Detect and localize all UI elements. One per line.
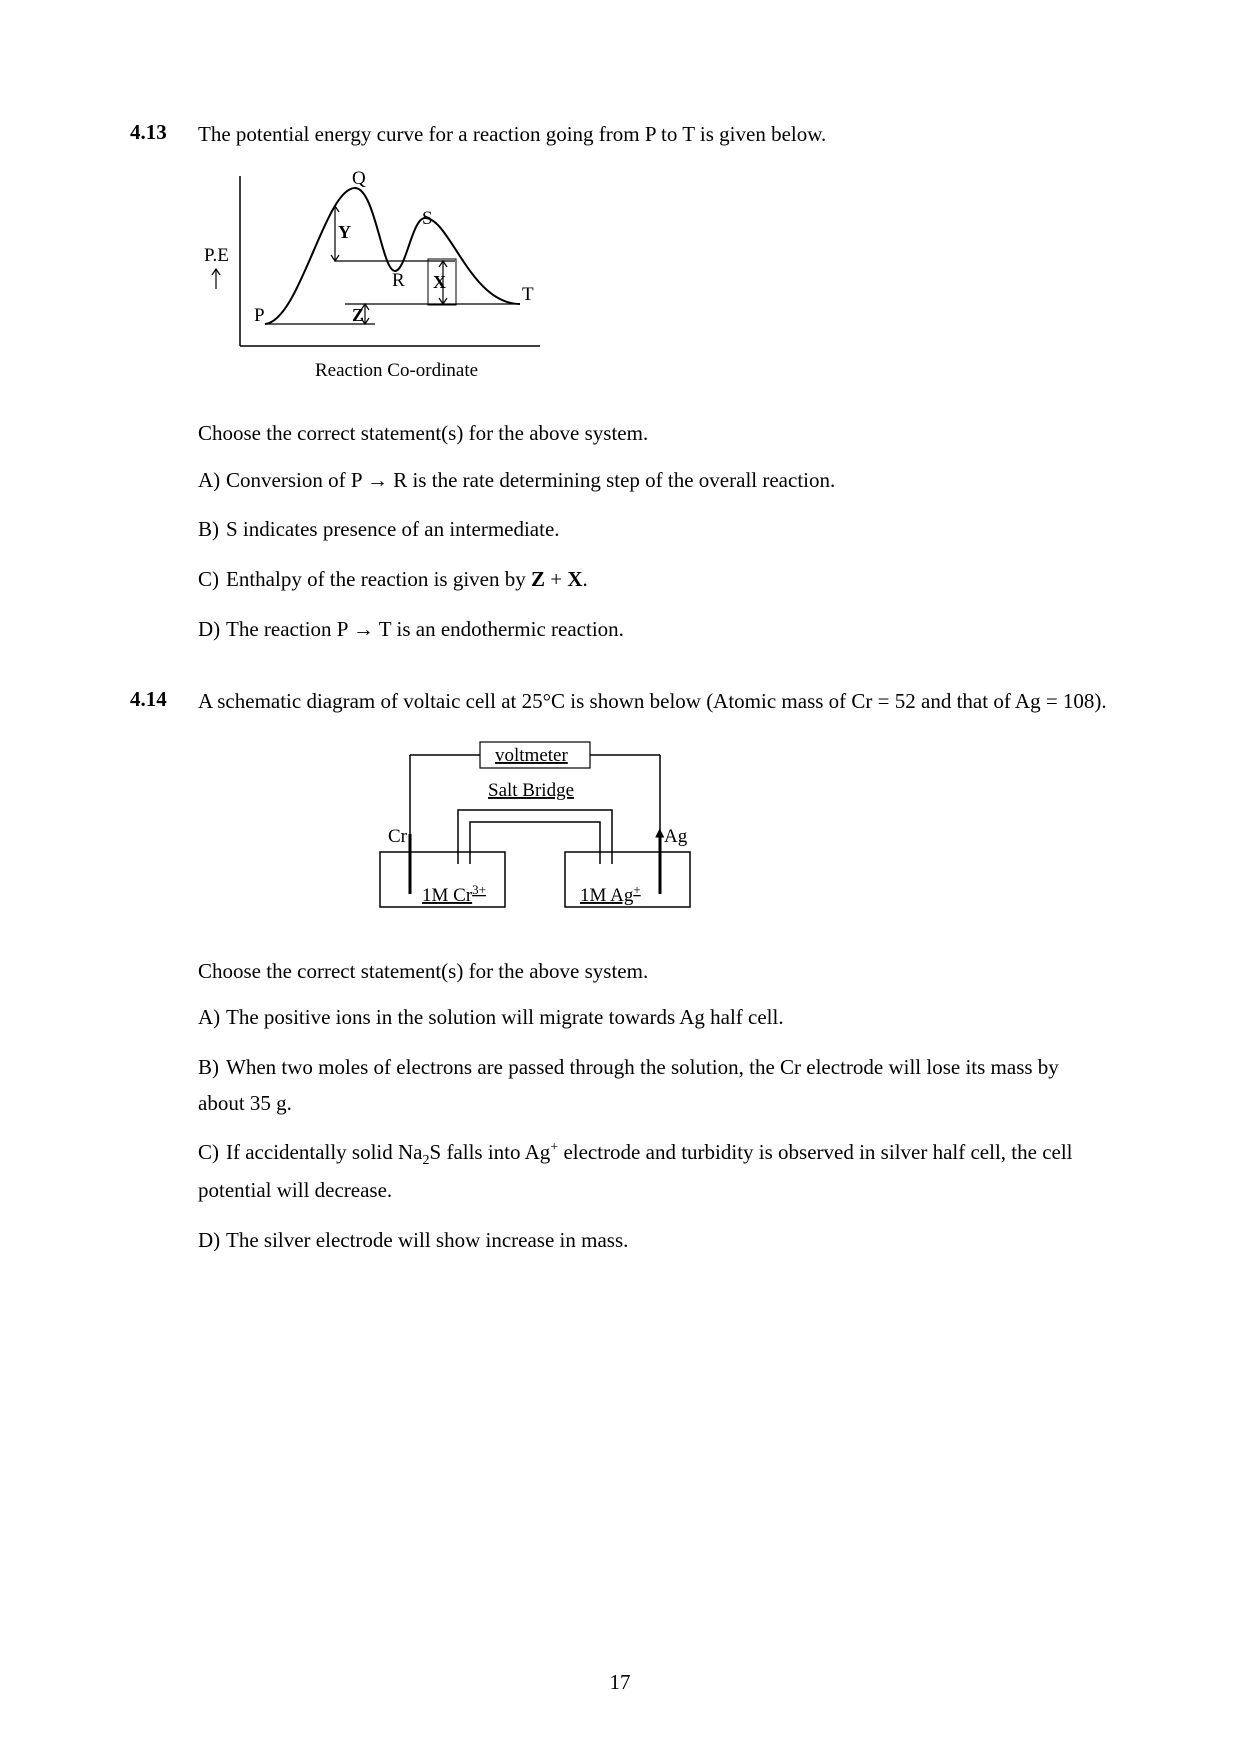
option-letter: D) xyxy=(198,612,226,648)
option-letter: B) xyxy=(198,512,226,548)
q2-options: A)The positive ions in the solution will… xyxy=(198,1000,1110,1258)
option-text: Enthalpy of the reaction is given by Z +… xyxy=(226,567,588,591)
q2-option-b: B)When two moles of electrons are passed… xyxy=(198,1050,1110,1121)
option-letter: C) xyxy=(198,1135,226,1171)
label-R: R xyxy=(392,270,405,291)
q2-diagram: voltmeter Salt Bridge Cr Ag 1M Cr3+ 1M A… xyxy=(350,734,1110,939)
q2-option-a: A)The positive ions in the solution will… xyxy=(198,1000,1110,1036)
label-S: S xyxy=(422,208,433,229)
option-letter: C) xyxy=(198,562,226,598)
option-text: The reaction P → T is an endothermic rea… xyxy=(226,617,624,641)
option-letter: A) xyxy=(198,463,226,499)
q1-text: The potential energy curve for a reactio… xyxy=(198,120,826,148)
q1-diagram: P.E Y Z X xyxy=(200,166,1110,401)
q1-instruction: Choose the correct statement(s) for the … xyxy=(198,419,1110,448)
q2-option-d: D)The silver electrode will show increas… xyxy=(198,1223,1110,1259)
right-solution-label: 1M Ag+ xyxy=(580,882,641,906)
q2-instruction: Choose the correct statement(s) for the … xyxy=(198,957,1110,986)
q1-options: A)Conversion of P → R is the rate determ… xyxy=(198,463,1110,648)
label-Z: Z xyxy=(352,305,364,325)
voltaic-cell-svg: voltmeter Salt Bridge Cr Ag 1M Cr3+ 1M A… xyxy=(350,734,730,934)
question-4-14: 4.14 A schematic diagram of voltaic cell… xyxy=(130,687,1110,1258)
option-text: When two moles of electrons are passed t… xyxy=(198,1055,1059,1115)
label-Q: Q xyxy=(352,168,366,189)
q1-option-a: A)Conversion of P → R is the rate determ… xyxy=(198,463,1110,499)
q1-option-b: B)S indicates presence of an intermediat… xyxy=(198,512,1110,548)
label-P: P xyxy=(254,305,265,326)
x-axis-label: Reaction Co-ordinate xyxy=(315,360,478,381)
salt-bridge-label: Salt Bridge xyxy=(488,780,574,801)
page-number: 17 xyxy=(0,1670,1240,1695)
q2-number: 4.14 xyxy=(130,687,180,715)
label-Y: Y xyxy=(338,222,351,242)
left-solution-label: 1M Cr3+ xyxy=(422,882,486,906)
option-letter: D) xyxy=(198,1223,226,1259)
q2-option-c: C)If accidentally solid Na2S falls into … xyxy=(198,1135,1110,1209)
option-letter: A) xyxy=(198,1000,226,1036)
q1-header: 4.13 The potential energy curve for a re… xyxy=(130,120,1110,148)
q1-option-c: C)Enthalpy of the reaction is given by Z… xyxy=(198,562,1110,598)
option-text: Conversion of P → R is the rate determin… xyxy=(226,468,835,492)
option-letter: B) xyxy=(198,1050,226,1086)
option-text: The positive ions in the solution will m… xyxy=(226,1005,784,1029)
option-text: If accidentally solid Na2S falls into Ag… xyxy=(198,1140,1073,1202)
q2-header: 4.14 A schematic diagram of voltaic cell… xyxy=(130,687,1110,715)
right-electrode-label: Ag xyxy=(664,826,688,847)
question-4-13: 4.13 The potential energy curve for a re… xyxy=(130,120,1110,647)
label-X: X xyxy=(433,272,446,292)
left-electrode-label: Cr xyxy=(388,826,408,847)
y-axis-label: P.E xyxy=(204,245,229,266)
option-text: The silver electrode will show increase … xyxy=(226,1228,628,1252)
voltmeter-label: voltmeter xyxy=(495,745,568,766)
q2-text: A schematic diagram of voltaic cell at 2… xyxy=(198,687,1107,715)
q1-number: 4.13 xyxy=(130,120,180,148)
option-text: S indicates presence of an intermediate. xyxy=(226,517,560,541)
q1-option-d: D)The reaction P → T is an endothermic r… xyxy=(198,612,1110,648)
label-T: T xyxy=(522,284,534,305)
energy-curve-svg: P.E Y Z X xyxy=(200,166,560,396)
